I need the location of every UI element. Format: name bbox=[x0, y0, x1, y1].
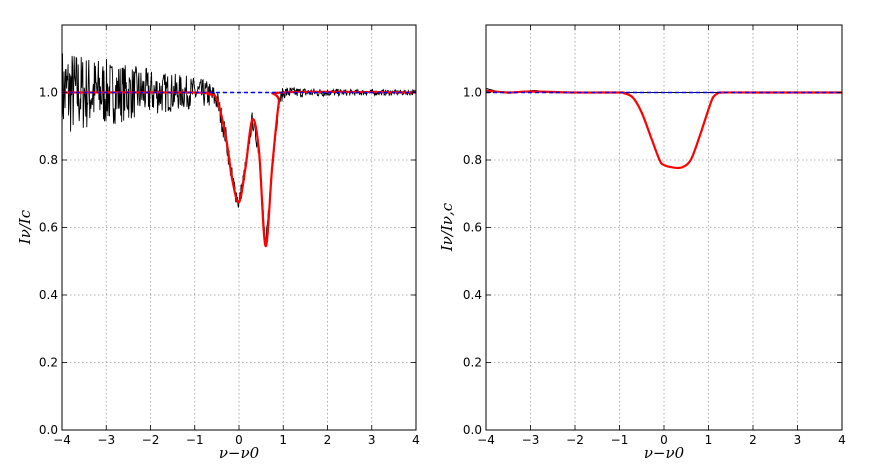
right-ticks bbox=[485, 25, 843, 431]
model-fit-line bbox=[62, 90, 416, 248]
right-panel: −4 −3 −2 −1 0 1 2 3 4 0.0 0.2 0.4 0.6 0.8 1.0 ν−ν0 Iν… bbox=[438, 24, 846, 462]
y-tick-label: 0.4 bbox=[463, 288, 482, 302]
right-y-axis-label: Iν/Iν,c bbox=[438, 202, 456, 252]
right-y-tick-labels: 0.0 0.2 0.4 0.6 0.8 1.0 bbox=[463, 86, 482, 438]
y-tick-label: 0.8 bbox=[39, 153, 58, 167]
left-y-tick-labels: 0.0 0.2 0.4 0.6 0.8 1.0 bbox=[39, 86, 58, 438]
x-tick-label: −4 bbox=[477, 433, 495, 447]
x-tick-label: 1 bbox=[705, 433, 713, 447]
x-tick-label: 0 bbox=[660, 433, 668, 447]
x-tick-label: 0 bbox=[235, 433, 243, 447]
x-tick-label: −3 bbox=[522, 433, 540, 447]
left-y-axis-label: Iν/Ic bbox=[16, 209, 34, 245]
left-x-axis-label: ν−ν0 bbox=[219, 444, 260, 462]
left-x-tick-labels: −4 −3 −2 −1 0 1 2 3 4 bbox=[53, 433, 420, 447]
x-tick-label: −1 bbox=[611, 433, 629, 447]
y-tick-label: 0.8 bbox=[463, 153, 482, 167]
y-tick-label: 0.4 bbox=[39, 288, 58, 302]
left-series bbox=[62, 53, 416, 248]
x-tick-label: 4 bbox=[838, 433, 846, 447]
x-tick-label: 4 bbox=[412, 433, 420, 447]
right-x-axis-label: ν−ν0 bbox=[644, 444, 685, 462]
x-tick-label: 1 bbox=[279, 433, 287, 447]
x-tick-label: −2 bbox=[566, 433, 584, 447]
right-series bbox=[486, 87, 842, 170]
left-panel: −4 −3 −2 −1 0 1 2 3 4 0.0 0.2 0.4 0.6 0.8 1.0 ν−ν0 Iν… bbox=[16, 24, 420, 462]
y-tick-label: 1.0 bbox=[463, 86, 482, 100]
x-tick-label: −1 bbox=[186, 433, 204, 447]
left-grid bbox=[62, 25, 416, 430]
y-tick-label: 0.6 bbox=[39, 221, 58, 235]
x-tick-label: −4 bbox=[53, 433, 71, 447]
y-tick-label: 0.0 bbox=[463, 423, 482, 437]
y-tick-label: 1.0 bbox=[39, 86, 58, 100]
left-ticks bbox=[61, 25, 417, 431]
y-tick-label: 0.6 bbox=[463, 221, 482, 235]
x-tick-label: −2 bbox=[142, 433, 160, 447]
x-tick-label: −3 bbox=[97, 433, 115, 447]
x-tick-label: 2 bbox=[749, 433, 757, 447]
x-tick-label: 3 bbox=[794, 433, 802, 447]
x-tick-label: 2 bbox=[324, 433, 332, 447]
right-x-tick-labels: −4 −3 −2 −1 0 1 2 3 4 bbox=[477, 433, 846, 447]
y-tick-label: 0.2 bbox=[463, 356, 482, 370]
y-tick-label: 0.0 bbox=[39, 423, 58, 437]
x-tick-label: 3 bbox=[368, 433, 376, 447]
y-tick-label: 0.2 bbox=[39, 356, 58, 370]
